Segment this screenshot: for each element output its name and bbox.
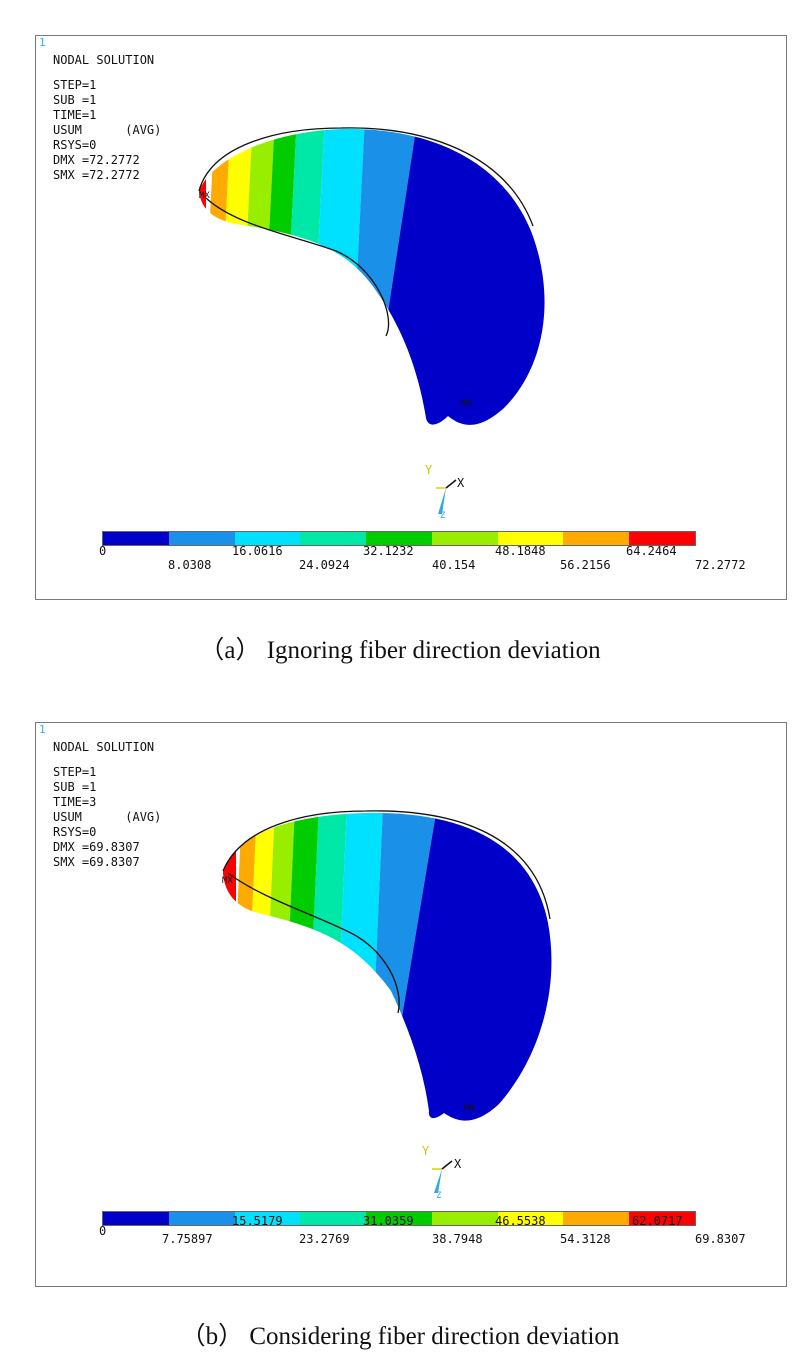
legend-swatch [234,532,301,545]
color-legend-bar [102,531,696,546]
triad-y-label: Y [422,1144,430,1158]
tick-label: 56.2156 [560,558,611,572]
legend-swatch [431,1212,498,1225]
legend-ticks: 0 15.5179 31.0359 46.5538 62.0717 7.7589… [36,1214,786,1264]
tick-label: 8.0308 [168,558,212,572]
tick-label: 31.0359 [363,1214,414,1228]
plot-title: NODAL SOLUTION [53,53,155,67]
tick-label: 24.0924 [299,558,350,572]
tick-label: 38.7948 [432,1232,483,1246]
triad-z-label: Z [440,511,446,521]
legend-swatch [629,532,696,545]
triad-y-label: Y [425,463,433,477]
info-rsys: RSYS=0 [53,138,97,152]
solution-info: STEP=1 SUB =1 TIME=1 USUM (AVG) RSYS=0 D… [53,78,161,183]
color-legend-bar [102,1211,696,1226]
triad-z-label: Z [436,1191,442,1201]
info-rsys: RSYS=0 [53,825,97,839]
legend-swatch [497,1212,564,1225]
band-9 [223,812,236,1121]
min-label: MN [464,1104,475,1114]
figure-caption-b: （b） Considering fiber direction deviatio… [180,1323,620,1350]
info-sub: SUB =1 [53,780,97,794]
info-smx: SMX =72.2772 [53,168,140,182]
legend-swatch [366,1212,432,1225]
triad-x-label: X [457,476,465,490]
blade-shape [199,128,545,425]
blade-shape [223,812,552,1121]
figure-caption-a: （a） Ignoring fiber direction deviation [199,637,601,664]
max-label: MX [199,191,210,201]
legend-swatch [431,532,498,545]
info-dmx: DMX =69.8307 [53,840,140,854]
info-smx: SMX =69.8307 [53,855,140,869]
band-8 [199,128,232,425]
min-label: MN [461,399,472,409]
info-dmx: DMX =72.2772 [53,153,140,167]
info-step: STEP=1 [53,765,97,779]
info-usum: USUM (AVG) [53,123,162,137]
legend-swatch [234,1212,301,1225]
band-6 [236,128,276,425]
tick-label: 32.1232 [363,544,414,558]
legend-swatch [300,532,367,545]
window-number: 1 [39,36,46,49]
contour-plot-panel-a: 1 NODAL SOLUTION STEP=1 SUB =1 TIME=1 US… [35,35,787,600]
legend-swatch [629,1212,696,1225]
info-sub: SUB =1 [53,93,97,107]
band-9 [199,128,206,425]
undeformed-outline [198,127,534,227]
legend-swatch [563,532,630,545]
tick-label: 64.2464 [626,544,677,558]
triad-x-label: X [454,1157,462,1171]
plot-title: NODAL SOLUTION [53,740,155,754]
tick-label: 0 [99,544,107,558]
info-time: TIME=3 [53,795,97,809]
legend-swatch [168,532,235,545]
undeformed-inner-edge [227,872,400,1014]
legend-ticks: 0 16.0616 32.1232 48.1848 64.2464 8.0308… [36,544,786,584]
axis-triad: Y X Z [425,463,465,521]
tick-label: 7.75897 [162,1232,213,1246]
tick-label: 72.2772 [695,558,746,572]
tick-label: 48.1848 [495,544,546,558]
tick-label: 69.8307 [695,1232,746,1246]
tick-label: 15.5179 [232,1214,283,1228]
legend-swatch [366,532,432,545]
legend-swatch [168,1212,235,1225]
info-step: STEP=1 [53,78,97,92]
tick-label: 23.2769 [299,1232,350,1246]
legend-swatch [497,532,564,545]
tick-label: 54.3128 [560,1232,611,1246]
axis-triad: Y X Z [422,1144,462,1201]
legend-swatch [563,1212,630,1225]
blade-contour-svg: MX MN Y X Z [198,127,545,521]
blade-contour-svg: MX MN Y X Z [222,810,552,1201]
tick-label: 16.0616 [232,544,283,558]
legend-swatch [300,1212,367,1225]
undeformed-outline [222,810,551,920]
info-time: TIME=1 [53,108,97,122]
solution-info: STEP=1 SUB =1 TIME=3 USUM (AVG) RSYS=0 D… [53,765,161,870]
max-label: MX [222,876,233,886]
legend-swatch [103,1212,169,1225]
tick-label: 46.5538 [495,1214,546,1228]
band-7 [242,812,276,1121]
contour-plot-panel-b: 1 NODAL SOLUTION STEP=1 SUB =1 TIME=3 US… [35,722,787,1287]
info-usum: USUM (AVG) [53,810,162,824]
undeformed-inner-edge [205,197,390,337]
tick-label: 40.154 [432,558,476,572]
window-number: 1 [39,723,46,736]
legend-swatch [103,532,169,545]
tick-label: 0 [99,1224,107,1238]
tick-label: 62.0717 [632,1214,683,1228]
